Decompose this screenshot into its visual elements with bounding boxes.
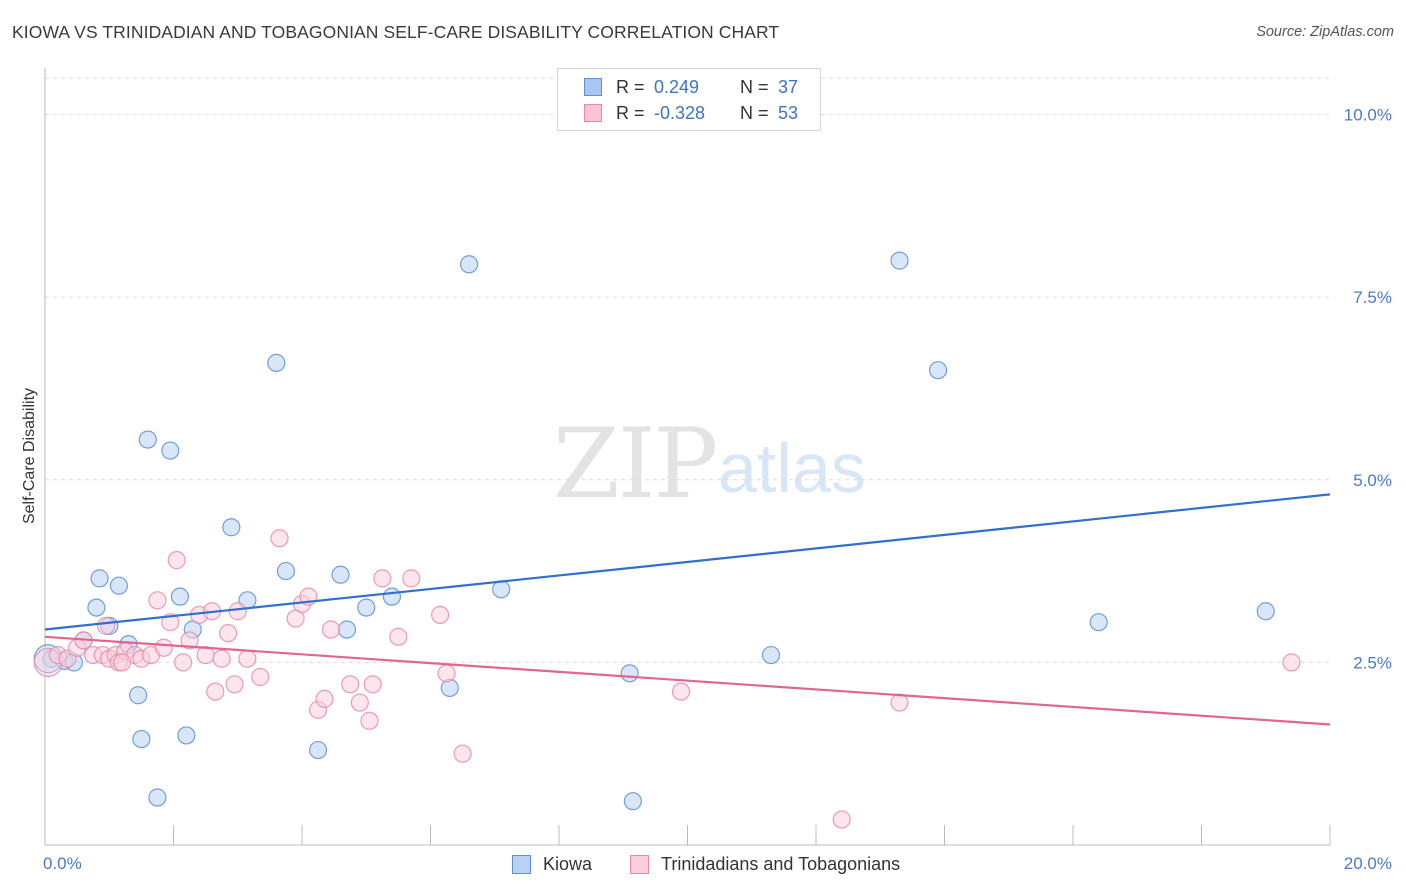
kiowa-point (459, 255, 479, 274)
stats-legend: R = 0.249 N = 37 R = -0.328 N = 53 (557, 68, 821, 131)
kiowa-point (267, 353, 286, 372)
kiowa-point (382, 587, 402, 606)
bottom-legend-kiowa: Kiowa (512, 852, 592, 876)
trinidadian-point (453, 744, 472, 763)
trinidadian-point (350, 693, 369, 712)
kiowa-point (890, 251, 909, 270)
kiowa-point (177, 726, 196, 745)
kiowa-point (109, 576, 128, 595)
trinidadian-point (341, 675, 360, 694)
kiowa-point (276, 561, 296, 581)
trinidadian-point (167, 551, 186, 570)
kiowa-point (1089, 613, 1108, 632)
kiowa-point (90, 569, 109, 588)
trinidadian-legend-swatch (630, 854, 649, 874)
kiowa-point (928, 361, 948, 380)
trinidadian-point (270, 529, 289, 548)
trinidadian-point (174, 653, 193, 672)
chart-title: KIOWA VS TRINIDADIAN AND TOBAGONIAN SELF… (12, 22, 780, 42)
trinidadian-point (228, 602, 247, 621)
n-label: N = (740, 76, 769, 97)
trinidadian-point (251, 667, 270, 687)
kiowa-point (129, 686, 148, 705)
trinidadian-point (206, 682, 225, 701)
y-axis-title: Self-Care Disability (21, 388, 38, 524)
kiowa-point (138, 430, 157, 449)
kiowa-point (623, 792, 642, 811)
x-tick-label: 0.0% (43, 854, 82, 873)
trinidadian-point (389, 627, 408, 646)
kiowa-point (87, 598, 106, 617)
n-value: 53 (778, 102, 799, 123)
watermark-atlas: atlas (718, 429, 866, 507)
kiowa-point (357, 598, 376, 617)
y-tick-label: 2.5% (1353, 653, 1392, 672)
trinidadian-point (315, 689, 334, 709)
kiowa-point (337, 620, 357, 639)
kiowa-point (492, 580, 511, 599)
kiowa-point (132, 729, 151, 749)
trinidadian-point (431, 605, 450, 625)
trinidadian-point (437, 664, 456, 683)
kiowa-point (148, 788, 167, 807)
trinidadian-point (112, 653, 132, 672)
y-tick-label: 10.0% (1344, 106, 1392, 125)
kiowa-point (170, 587, 190, 606)
trinidadian-point (180, 631, 199, 650)
kiowa-legend-label: Kiowa (543, 853, 593, 874)
y-tick-label: 7.5% (1353, 288, 1392, 307)
trinidadian-point (238, 649, 257, 668)
kiowa-point (620, 664, 639, 683)
trinidadian-trendline (44, 635, 1331, 726)
kiowa-point (1256, 602, 1275, 621)
kiowa-trendline (44, 493, 1331, 631)
trinidadian-point (373, 569, 392, 588)
trinidadian-point (832, 810, 851, 829)
trinidadian-point (402, 569, 421, 588)
kiowa-point (761, 645, 781, 665)
trinidadian-point (161, 613, 180, 632)
trinidadian-swatch (584, 104, 602, 122)
legend-row-kiowa: R = 0.249 N = 37 (584, 76, 798, 98)
kiowa-legend-swatch (512, 854, 531, 874)
kiowa-point (161, 441, 180, 460)
kiowa-swatch (584, 78, 602, 96)
trinidadian-point (360, 711, 379, 730)
trinidadian-point (363, 675, 382, 694)
kiowa-point (331, 565, 350, 584)
trinidadian-point (321, 620, 341, 639)
r-label: R = (616, 102, 645, 123)
trinidadian-legend-label: Trinidadians and Tobagonians (661, 853, 901, 874)
bottom-legend-trinidadian: Trinidadians and Tobagonians (630, 852, 900, 876)
trinidadian-point (148, 591, 167, 610)
trinidadian-point (96, 616, 116, 635)
r-label: R = (616, 76, 645, 97)
watermark-zip: ZIP (553, 408, 718, 520)
source-label: Source: ZipAtlas.com (1256, 24, 1394, 40)
trinidadian-point (1282, 653, 1301, 672)
r-value: -0.328 (654, 102, 706, 123)
trinidadian-point (225, 675, 244, 694)
r-value: 0.249 (654, 76, 700, 97)
x-tick-label: 20.0% (1344, 854, 1392, 873)
kiowa-point (308, 740, 328, 760)
trinidadian-point (671, 682, 691, 701)
trinidadian-point (212, 649, 231, 668)
n-label: N = (740, 102, 769, 123)
y-tick-label: 5.0% (1353, 471, 1392, 490)
kiowa-point (222, 518, 241, 537)
trinidadian-point (219, 624, 238, 643)
trinidadian-point (154, 638, 173, 657)
n-value: 37 (778, 76, 799, 97)
legend-row-trinidadian: R = -0.328 N = 53 (584, 102, 798, 124)
